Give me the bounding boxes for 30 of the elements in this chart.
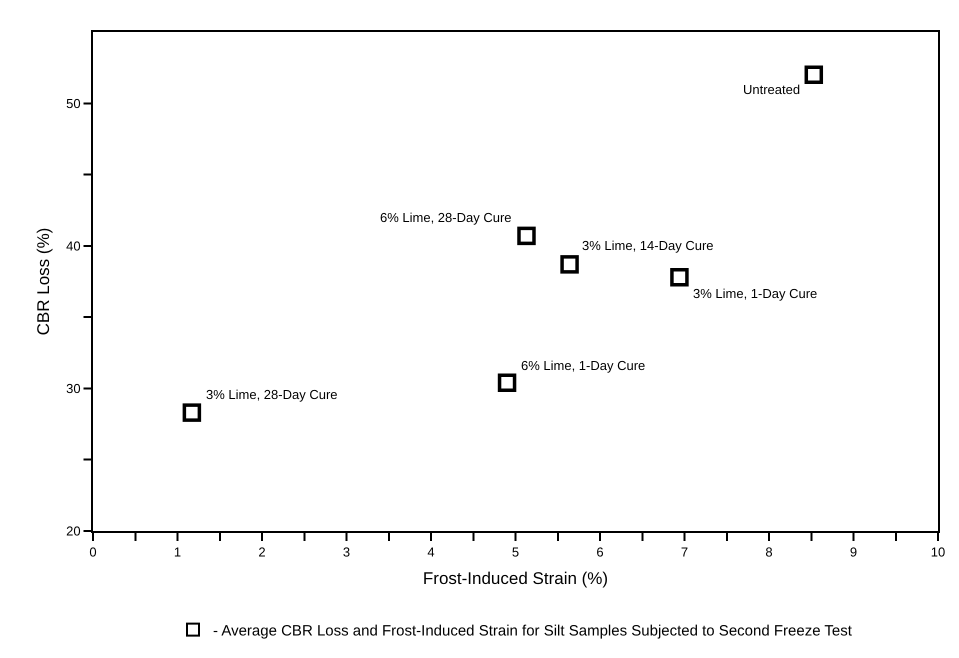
x-tick-label: 9 — [850, 544, 858, 560]
annotation: Untreated — [743, 82, 800, 97]
annotation: 3% Lime, 14-Day Cure — [582, 238, 714, 253]
y-axis-title: CBR Loss (%) — [34, 228, 54, 336]
x-tick-label: 3 — [342, 544, 350, 560]
y-tick-label: 20 — [66, 524, 81, 539]
point — [517, 226, 536, 246]
x-tick-label: 6 — [596, 544, 604, 560]
x-tick-label: 5 — [512, 544, 520, 560]
annotation: 6% Lime, 28-Day Cure — [380, 210, 512, 225]
point — [670, 268, 689, 286]
point — [182, 403, 202, 422]
x-tick-label: 8 — [765, 544, 773, 560]
x-axis-title: Frost-Induced Strain (%) — [422, 569, 608, 588]
point — [804, 66, 824, 84]
x-tick-label: 7 — [680, 544, 688, 560]
x-tick-label: 4 — [427, 544, 435, 560]
y-tick-label: 50 — [66, 96, 81, 111]
y-tick-label: 40 — [66, 238, 81, 254]
y-tick-label: 30 — [66, 380, 81, 396]
x-tick-label: 0 — [89, 544, 97, 560]
x-tick-label: 2 — [258, 544, 266, 560]
annotation: 3% Lime, 28-Day Cure — [206, 387, 338, 402]
annotation: 6% Lime, 1-Day Cure — [521, 358, 646, 373]
annotation: 3% Lime, 1-Day Cure — [693, 286, 818, 301]
x-tick-label: 1 — [174, 544, 182, 560]
point — [498, 373, 516, 392]
x-tick-label: 10 — [930, 544, 946, 560]
point — [560, 255, 579, 274]
legend-label: - Average CBR Loss and Frost-Induced Strain for Silt Samples Subjected to Second Freeze Test — [213, 622, 853, 640]
